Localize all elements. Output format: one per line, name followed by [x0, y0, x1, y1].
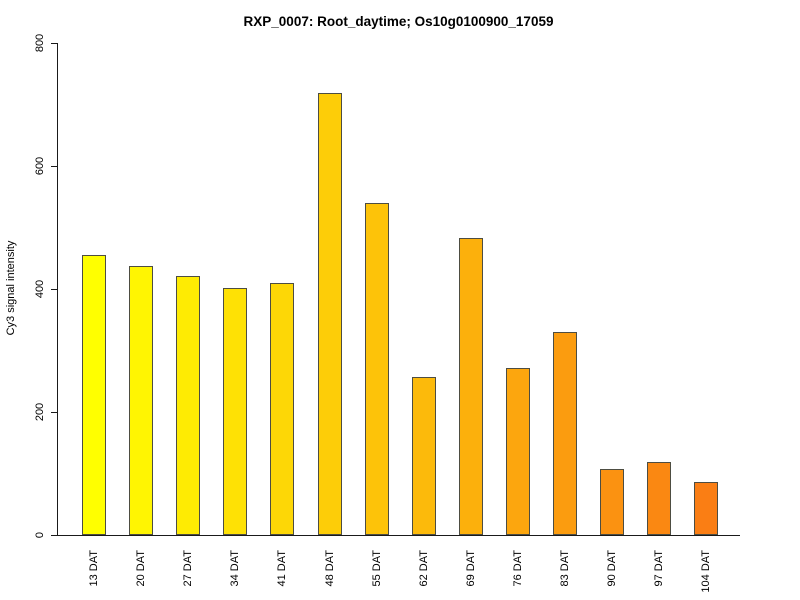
- y-tick-mark: [51, 412, 57, 413]
- y-axis: [57, 43, 58, 535]
- y-axis-label: Cy3 signal intensity: [5, 240, 17, 336]
- y-tick-label: 600: [34, 156, 46, 176]
- y-tick-mark: [51, 535, 57, 536]
- bar-90-dat: [600, 468, 625, 535]
- x-axis: [57, 535, 740, 536]
- bar-76-dat: [505, 367, 530, 535]
- bar-34-dat: [223, 287, 248, 535]
- bar-83-dat: [553, 332, 577, 535]
- y-tick-label: 800: [34, 33, 46, 53]
- x-tick-label-34-dat: 34 DAT: [229, 550, 242, 587]
- x-tick-label-83-dat: 83 DAT: [559, 550, 571, 587]
- bar-97-dat: [647, 462, 672, 535]
- y-tick-label: 200: [34, 402, 46, 422]
- bar-41-dat: [270, 282, 295, 535]
- y-tick-mark: [51, 166, 57, 167]
- x-tick-label-104-dat: 104 DAT: [700, 550, 713, 593]
- x-tick-label-27-dat: 27 DAT: [182, 550, 195, 587]
- bar-69-dat: [458, 237, 483, 535]
- bar-13-dat: [82, 255, 106, 535]
- x-tick-label-62-dat: 62 DAT: [417, 550, 430, 587]
- x-tick-label-69-dat: 69 DAT: [464, 550, 477, 587]
- y-tick-mark: [51, 289, 57, 290]
- bar-27-dat: [176, 276, 201, 535]
- y-tick-mark: [51, 43, 57, 44]
- bar-20-dat: [129, 266, 154, 535]
- x-tick-label-55-dat: 55 DAT: [370, 550, 383, 587]
- x-tick-label-13-dat: 13 DAT: [88, 550, 100, 587]
- chart-title: RXP_0007: Root_daytime; Os10g0100900_170…: [243, 14, 554, 29]
- x-tick-label-20-dat: 20 DAT: [135, 550, 148, 587]
- y-tick-label: 0: [34, 531, 46, 539]
- bar-62-dat: [411, 376, 436, 535]
- bar-55-dat: [364, 202, 389, 535]
- x-tick-label-76-dat: 76 DAT: [511, 550, 524, 587]
- x-tick-label-48-dat: 48 DAT: [323, 550, 336, 587]
- x-tick-label-41-dat: 41 DAT: [276, 550, 289, 587]
- bar-104-dat: [694, 482, 719, 535]
- bar-48-dat: [317, 92, 342, 535]
- x-tick-label-90-dat: 90 DAT: [606, 550, 619, 587]
- x-tick-label-97-dat: 97 DAT: [653, 550, 666, 587]
- y-tick-label: 400: [34, 279, 46, 299]
